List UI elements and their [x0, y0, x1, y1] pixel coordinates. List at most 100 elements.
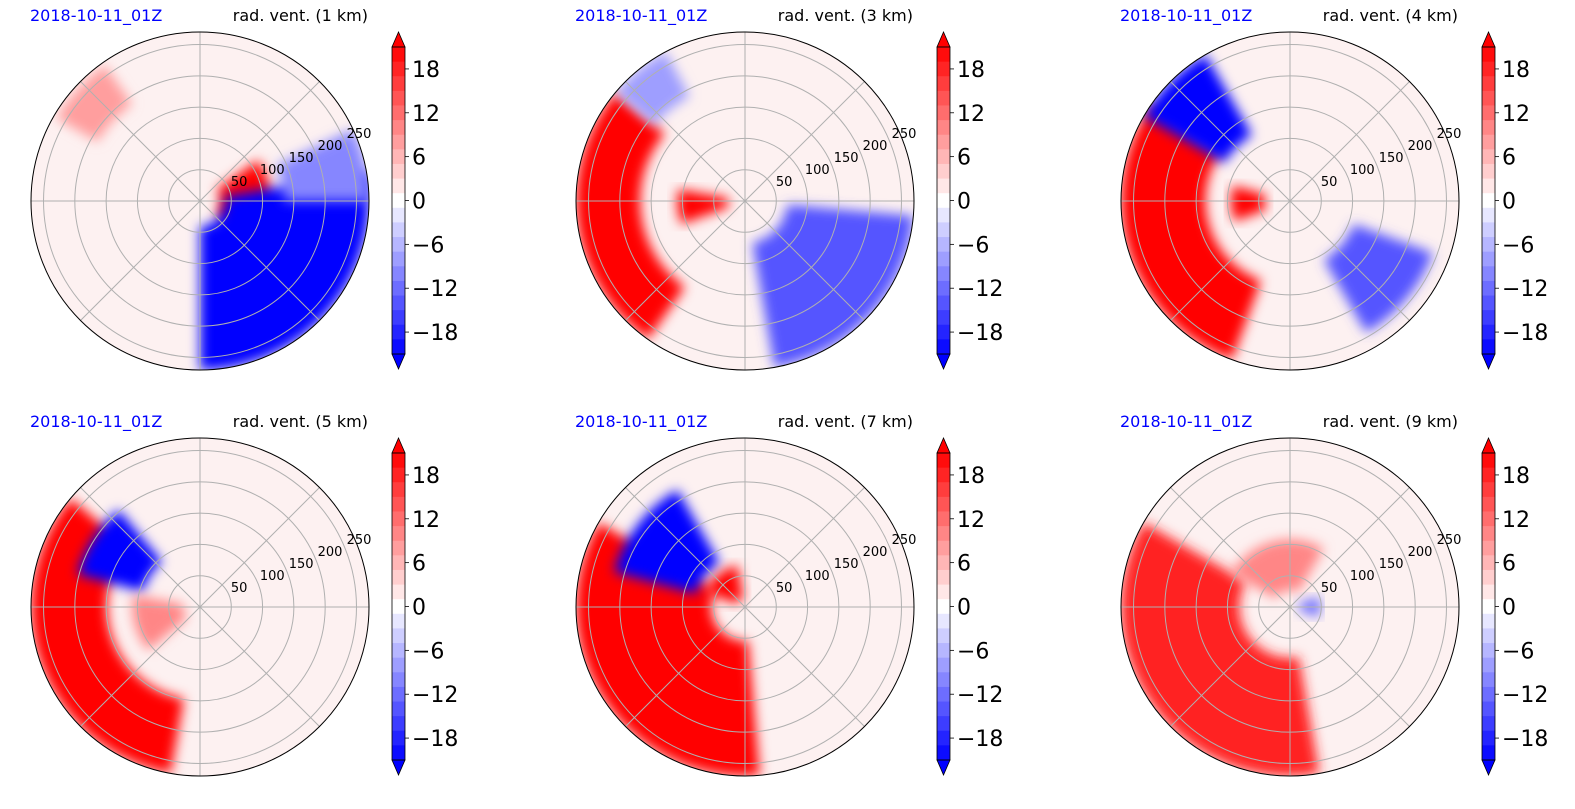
colorbar-level: [392, 339, 405, 355]
colorbar-level: [392, 251, 405, 267]
colorbar-level: [937, 149, 950, 165]
polar-border: [1120, 31, 1460, 371]
colorbar-level: [392, 90, 405, 106]
panel-title: rad. vent. (3 km): [777, 6, 913, 25]
colorbar-level: [1482, 237, 1495, 253]
colorbar-tick-label-12: 12: [1502, 102, 1530, 127]
colorbar-level: [937, 207, 950, 223]
colorbar-level: [1482, 584, 1495, 600]
azimuth-spoke-135: [1170, 81, 1291, 202]
colorbar-level: [937, 569, 950, 586]
radial-tick-label-200: 200: [863, 545, 888, 560]
colorbar-level: [937, 134, 950, 150]
velocity-feature-3: [1323, 224, 1433, 333]
colorbar-level: [1482, 569, 1495, 586]
colorbar-tick-label--18: −18: [957, 321, 1003, 346]
velocity-feature-1: [1231, 539, 1324, 599]
panel-title: rad. vent. (1 km): [232, 6, 368, 25]
colorbar-level: [937, 339, 950, 355]
polar-border: [575, 31, 915, 371]
colorbar-extend-max: [1481, 30, 1496, 48]
colorbar-level: [392, 47, 405, 63]
colorbar-tick-label-18: 18: [412, 58, 440, 83]
colorbar-level: [392, 237, 405, 253]
colorbar-level: [937, 482, 950, 498]
velocity-feature-1: [677, 189, 730, 225]
colorbar-level: [392, 657, 405, 673]
polar-panel-9km: 2018-10-11_01Z rad. vent. (9 km) 50 100 15…: [1090, 406, 1575, 806]
colorbar: 18 12 6 0 −6 −12 −18: [1481, 30, 1548, 371]
polar-panel-1km: 2018-10-11_01Z rad. vent. (1 km) 50 100 15…: [0, 0, 520, 400]
colorbar-extend-max: [1481, 436, 1496, 454]
colorbar-level: [1482, 686, 1495, 703]
colorbar-tick-label--6: −6: [957, 639, 989, 664]
velocity-feature-2: [132, 595, 188, 651]
polar-plot-svg: 50 100 150 200 250 18 12 6 0 −6 −12 −18: [575, 436, 1003, 777]
azimuth-spoke-315: [199, 606, 320, 727]
azimuth-spoke-135: [625, 81, 746, 202]
azimuth-spoke-45: [744, 81, 865, 202]
radial-tick-label-100: 100: [260, 569, 285, 584]
colorbar-tick-label-6: 6: [412, 146, 426, 171]
azimuth-spoke-135: [1170, 487, 1291, 608]
colorbar-level: [937, 599, 950, 615]
colorbar-tick-label-18: 18: [957, 464, 985, 489]
colorbar-extend-max: [936, 436, 951, 454]
colorbar-level: [392, 716, 405, 732]
velocity-field: [56, 65, 369, 370]
colorbar-level: [392, 584, 405, 600]
panel-timestamp: 2018-10-11_01Z: [1120, 412, 1253, 431]
colorbar-level: [1482, 730, 1495, 746]
colorbar-level: [937, 643, 950, 659]
velocity-feature-1: [614, 489, 720, 594]
colorbar-extend-max: [391, 30, 406, 48]
panel-timestamp: 2018-10-11_01Z: [30, 6, 163, 25]
colorbar: 18 12 6 0 −6 −12 −18: [936, 30, 1003, 371]
radial-tick-label-200: 200: [318, 545, 343, 560]
velocity-feature-2: [752, 204, 914, 368]
colorbar-level: [1482, 222, 1495, 238]
colorbar-level: [937, 310, 950, 326]
colorbar-level: [392, 134, 405, 150]
colorbar-level: [1482, 310, 1495, 326]
colorbar-level: [1482, 555, 1495, 571]
colorbar-level: [1482, 280, 1495, 297]
radial-tick-label-200: 200: [863, 139, 888, 154]
colorbar-level: [1482, 496, 1495, 512]
colorbar-level: [1482, 324, 1495, 340]
colorbar-extend-min: [391, 353, 406, 371]
panel-title: rad. vent. (5 km): [232, 412, 368, 431]
colorbar-level: [937, 613, 950, 629]
radial-tick-label-150: 150: [1379, 557, 1404, 572]
polar-panel-5km: 2018-10-11_01Z rad. vent. (5 km) 50 100 15…: [0, 406, 520, 806]
polar-border: [1120, 437, 1460, 777]
colorbar-tick-label-6: 6: [412, 552, 426, 577]
colorbar-level: [392, 613, 405, 629]
colorbar-extend-min: [1481, 353, 1496, 371]
panel-timestamp: 2018-10-11_01Z: [575, 412, 708, 431]
radial-tick-label-50: 50: [231, 581, 248, 596]
colorbar-level: [392, 76, 405, 92]
colorbar-level: [937, 266, 950, 282]
colorbar-tick-label-0: 0: [412, 190, 426, 215]
colorbar-tick-label-0: 0: [412, 596, 426, 621]
colorbar-level: [1482, 134, 1495, 150]
polar-plot-svg: 50 100 150 200 250 18 12 6 0 −6 −12 −18: [575, 30, 1003, 371]
colorbar-level: [392, 266, 405, 282]
colorbar-level: [937, 280, 950, 297]
colorbar-tick-label-12: 12: [957, 102, 985, 127]
velocity-feature-0: [1121, 522, 1320, 776]
colorbar-level: [937, 453, 950, 469]
colorbar-level: [392, 61, 405, 77]
azimuth-spoke-225: [80, 200, 201, 321]
colorbar-level: [937, 193, 950, 209]
polar-panel-3km: 2018-10-11_01Z rad. vent. (3 km) 50 100 15…: [545, 0, 1065, 400]
colorbar-level: [1482, 120, 1495, 136]
colorbar-tick-label--18: −18: [1502, 321, 1548, 346]
radial-tick-label-50: 50: [1321, 581, 1338, 596]
colorbar-level: [1482, 672, 1495, 688]
colorbar-tick-label-18: 18: [1502, 464, 1530, 489]
colorbar-level: [937, 76, 950, 92]
colorbar: 18 12 6 0 −6 −12 −18: [936, 436, 1003, 777]
colorbar-level: [392, 540, 405, 556]
